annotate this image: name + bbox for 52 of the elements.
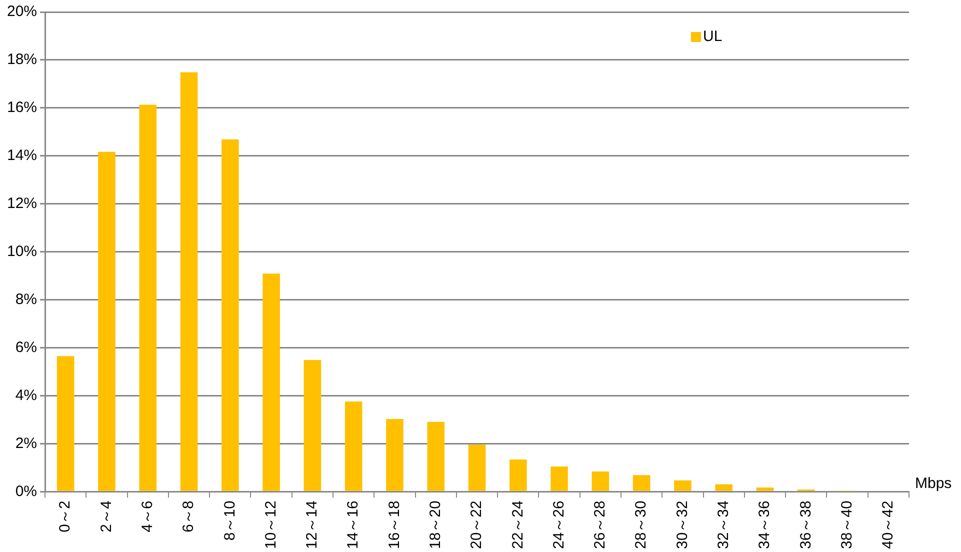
x-tick-label: 18～20 xyxy=(427,500,444,550)
y-tick-label: 12% xyxy=(6,194,38,212)
legend-label: UL xyxy=(703,28,722,46)
bar xyxy=(56,356,74,491)
y-tick-label: 16% xyxy=(6,99,38,116)
bar xyxy=(180,72,198,491)
x-tick-label: 30～32 xyxy=(674,500,691,550)
bar xyxy=(592,471,610,491)
y-tick-label: 8% xyxy=(15,290,38,308)
x-tick-label: 22～24 xyxy=(509,500,526,550)
y-tick-label: 2% xyxy=(15,434,38,452)
bar xyxy=(674,480,692,491)
x-tick-label: 6～8 xyxy=(180,500,198,532)
x-tick-label: 2～4 xyxy=(98,500,115,532)
bar xyxy=(468,444,486,491)
x-tick-label: 40～42 xyxy=(880,500,897,550)
y-tick-label: 14% xyxy=(6,147,38,164)
bar xyxy=(344,401,362,491)
x-tick-label: 24～26 xyxy=(550,500,568,550)
x-tick-label: 38～40 xyxy=(838,500,856,550)
bar xyxy=(386,418,404,491)
x-tick-label: 10～12 xyxy=(262,500,280,550)
bar xyxy=(304,360,322,491)
bar xyxy=(98,152,116,491)
bar xyxy=(262,274,280,491)
x-tick-label: 36～38 xyxy=(797,500,814,550)
x-tick-label: 26～28 xyxy=(592,500,609,550)
bar xyxy=(222,139,239,491)
x-tick-label: 28～30 xyxy=(632,500,650,550)
y-tick-label: 20% xyxy=(6,3,38,20)
bar xyxy=(632,475,650,491)
bar xyxy=(510,459,527,491)
y-tick-label: 18% xyxy=(6,51,38,68)
x-tick-label: 8～10 xyxy=(221,500,238,541)
y-tick-label: 10% xyxy=(6,242,38,260)
y-tick-label: 0% xyxy=(15,482,38,500)
x-tick-label: 32～34 xyxy=(715,500,732,550)
x-axis-title: Mbps xyxy=(915,474,952,492)
bar xyxy=(427,422,445,491)
x-tick-label: 0～2 xyxy=(56,500,74,532)
x-tick-label: 14～16 xyxy=(344,500,362,550)
y-tick-label: 6% xyxy=(15,338,38,356)
bar xyxy=(550,466,568,491)
y-tick-label: 4% xyxy=(15,386,38,404)
x-tick-label: 4～6 xyxy=(139,500,156,532)
bar xyxy=(139,104,157,491)
bar xyxy=(756,488,774,491)
x-tick-label: 20～22 xyxy=(468,500,486,550)
x-tick-label: 16～18 xyxy=(386,500,403,550)
x-tick-label: 12～14 xyxy=(304,500,321,550)
x-tick-label: 34～36 xyxy=(756,500,774,550)
bar xyxy=(715,484,732,491)
